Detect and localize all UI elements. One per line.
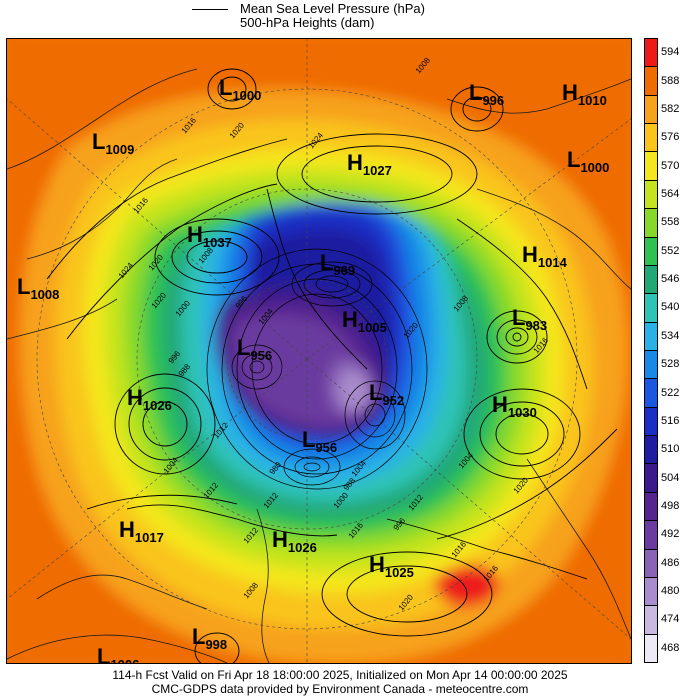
colorbar-swatch (644, 350, 658, 380)
colorbar-swatch (644, 463, 658, 493)
colorbar-tick-label: 516 (661, 414, 680, 427)
low-pressure-center: L983 (512, 305, 547, 333)
colorbar-tick-label: 564 (661, 188, 680, 200)
colorbar-swatch (644, 406, 658, 437)
isobars (46, 68, 618, 663)
colorbar-swatch (644, 378, 658, 408)
colorbar-tick-label: 576 (661, 131, 680, 144)
colorbar-swatch (644, 236, 658, 266)
colorbar-tick-label: 510 (661, 443, 680, 456)
high-pressure-center: H1017 (119, 517, 164, 545)
low-pressure-center: L998 (192, 624, 227, 652)
forecast-validity-text: 114-h Fcst Valid on Fri Apr 18 18:00:00 … (112, 668, 568, 682)
pressure-legend-label: Mean Sea Level Pressure (hPa) (240, 1, 425, 16)
colorbar-swatch (644, 151, 658, 181)
low-pressure-center: L1000 (567, 147, 609, 175)
low-pressure-center: L1009 (92, 129, 134, 157)
colorbar-tick-label: 504 (661, 471, 680, 484)
colorbar-tick-label: 522 (661, 386, 680, 399)
colorbar-swatch (644, 548, 658, 578)
colorbar-tick-label: 468 (661, 641, 680, 654)
high-pressure-center: H1030 (492, 392, 537, 420)
pressure-center-labels: L1000 L996 H1010 L1009 H1027 L1000 H1037 H1014 L… (17, 75, 609, 663)
colorbar-swatch (644, 94, 658, 125)
colorbar-tick-label: 588 (661, 74, 680, 87)
low-pressure-center: L1000 (219, 75, 261, 103)
low-pressure-center: L969 (320, 250, 355, 278)
low-pressure-center: L952 (369, 380, 404, 408)
low-pressure-center: L956 (237, 335, 272, 363)
height-colorbar (644, 38, 658, 663)
colorbar-swatch (644, 123, 658, 153)
colorbar-swatch (644, 264, 658, 295)
low-pressure-center: L1008 (17, 274, 59, 302)
colorbar-swatch (644, 605, 658, 635)
colorbar-tick-label: 570 (661, 159, 680, 172)
low-pressure-center: L1006 (97, 644, 139, 663)
colorbar-tick-label: 498 (661, 500, 680, 512)
colorbar-tick-label: 474 (661, 613, 680, 626)
colorbar-swatch (644, 38, 658, 68)
forecast-map: 1016 1008 1020 1024 1016 1008 1020 1024 1020 1000… (6, 38, 632, 664)
colorbar-tick-label: 594 (661, 46, 680, 59)
high-pressure-center: H1010 (562, 80, 607, 108)
high-pressure-center: H1037 (187, 222, 232, 250)
colorbar-tick-label: 558 (661, 216, 680, 229)
high-pressure-center: H1025 (369, 552, 414, 580)
high-pressure-center: H1027 (347, 150, 392, 178)
low-pressure-center: L996 (469, 80, 504, 108)
high-pressure-center: H1026 (127, 385, 172, 413)
heights-legend-label: 500-hPa Heights (dam) (240, 15, 375, 30)
colorbar-tick-label: 486 (661, 556, 680, 569)
colorbar-swatch (644, 179, 658, 210)
high-pressure-center: H1005 (342, 307, 387, 335)
map-legend: Mean Sea Level Pressure (hPa) 500-hPa He… (0, 0, 680, 36)
colorbar-swatch (644, 491, 658, 522)
colorbar-swatch (644, 208, 658, 238)
height-shading (7, 39, 631, 663)
high-pressure-center: H1014 (522, 242, 568, 270)
high-pressure-center: H1026 (272, 527, 317, 555)
fill-594 (434, 565, 499, 607)
pressure-contour-legend-line (192, 9, 228, 10)
colorbar-swatch (644, 435, 658, 465)
colorbar-tick-label: 492 (661, 528, 680, 541)
colorbar-tick-label: 552 (661, 244, 680, 257)
colorbar-swatch (644, 633, 658, 663)
colorbar-swatch (644, 321, 658, 351)
colorbar-swatch (644, 576, 658, 607)
data-credit-text: CMC-GDPS data provided by Environment Ca… (151, 682, 529, 696)
map-footer: 114-h Fcst Valid on Fri Apr 18 18:00:00 … (0, 668, 680, 696)
colorbar-swatch (644, 293, 658, 323)
colorbar-tick-label: 528 (661, 358, 680, 371)
core-isobars (206, 248, 428, 490)
colorbar-swatch (644, 520, 658, 550)
colorbar-tick-label: 546 (661, 273, 680, 286)
colorbar-swatch (644, 66, 658, 96)
colorbar-tick-label: 534 (661, 329, 680, 342)
low-pressure-center: L956 (302, 427, 337, 455)
colorbar-tick-label: 480 (661, 585, 680, 598)
colorbar-tick-label: 582 (661, 102, 680, 115)
colorbar-tick-label: 540 (661, 301, 680, 314)
